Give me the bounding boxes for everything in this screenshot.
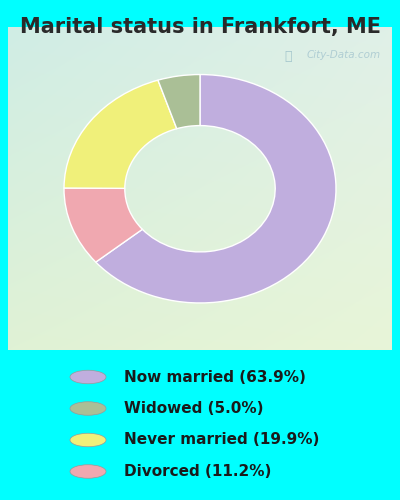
Circle shape: [70, 465, 106, 478]
Text: Divorced (11.2%): Divorced (11.2%): [124, 464, 271, 479]
Text: City-Data.com: City-Data.com: [306, 50, 380, 60]
Text: Now married (63.9%): Now married (63.9%): [124, 370, 306, 384]
Text: ⓘ: ⓘ: [284, 50, 292, 63]
Circle shape: [70, 402, 106, 415]
Wedge shape: [158, 74, 200, 128]
Wedge shape: [64, 188, 142, 262]
Circle shape: [70, 433, 106, 447]
Text: Never married (19.9%): Never married (19.9%): [124, 432, 319, 448]
Text: Widowed (5.0%): Widowed (5.0%): [124, 401, 264, 416]
Circle shape: [70, 370, 106, 384]
Wedge shape: [96, 74, 336, 303]
Wedge shape: [64, 80, 177, 188]
Text: Marital status in Frankfort, ME: Marital status in Frankfort, ME: [20, 18, 380, 38]
